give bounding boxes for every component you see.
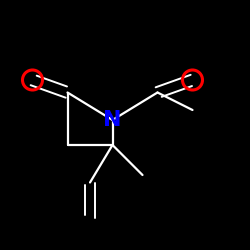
Text: N: N (103, 110, 122, 130)
